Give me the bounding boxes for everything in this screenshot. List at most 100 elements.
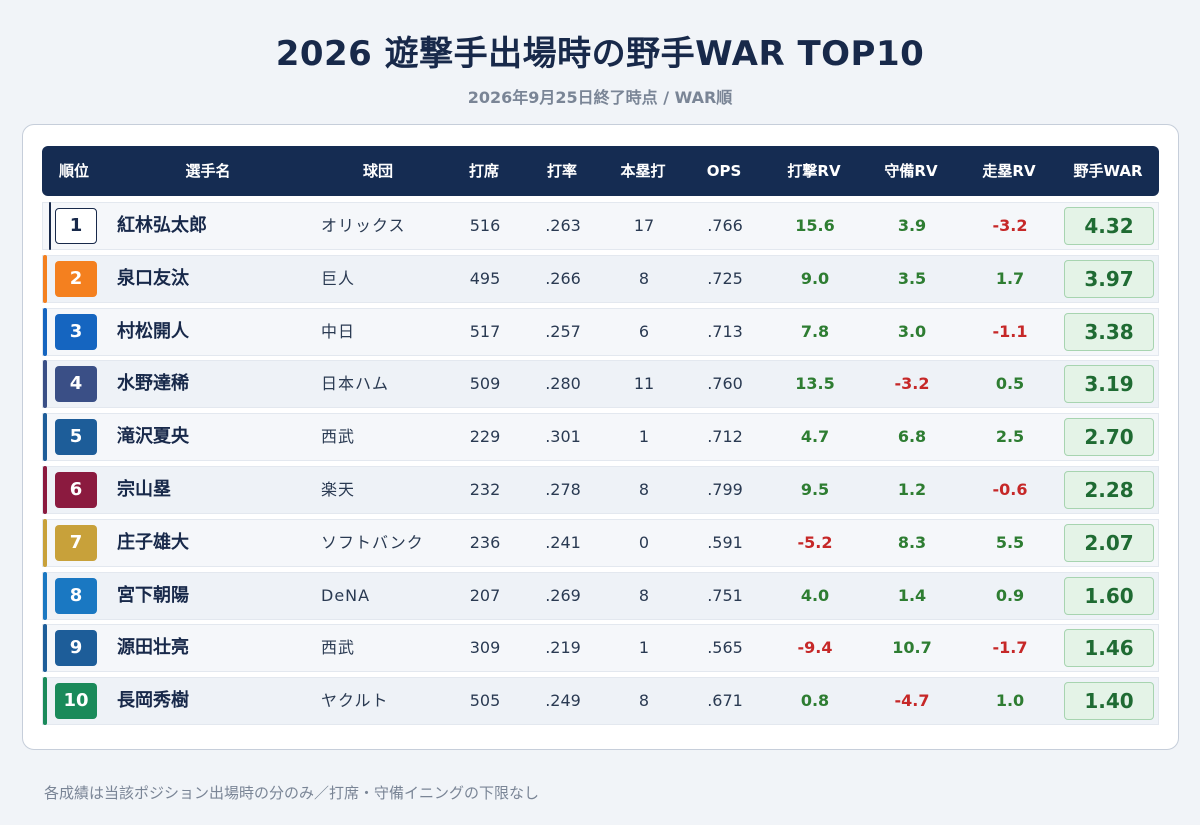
pa-value: 229 [469, 427, 501, 447]
team-color-bar [43, 254, 47, 303]
team-name: 中日 [321, 321, 356, 341]
team-name: 楽天 [321, 480, 356, 499]
bat-rv-value: -5.2 [797, 532, 833, 552]
pa-value: 207 [469, 585, 501, 605]
hr-value: 11 [633, 374, 655, 394]
page-subtitle: 2026年9月25日終了時点 / WAR順 [467, 88, 733, 107]
table-row[interactable]: 6 宗山塁 楽天 232 .278 8 .799 9.5 1.2 -0.6 2.28 [42, 466, 1159, 514]
def-rv-value: -4.7 [894, 691, 930, 711]
pa-value: 495 [469, 268, 501, 288]
ops-value: .725 [707, 268, 743, 288]
header-run-rv[interactable]: 走塁RV [982, 162, 1036, 180]
team-name: 日本ハム [321, 374, 390, 394]
table-row[interactable]: 1 紅林弘太郎 オリックス 516 .263 17 .766 15.6 3.9 -3.2 4.32 [42, 202, 1159, 250]
team-color-bar [43, 466, 47, 514]
war-value: 3.19 [1064, 365, 1154, 404]
hr-value: 8 [638, 480, 650, 499]
avg-value: .257 [545, 321, 581, 341]
run-rv-value: 0.5 [995, 374, 1025, 394]
team-name: 巨人 [321, 268, 356, 288]
war-value: 2.28 [1064, 471, 1154, 509]
table-row[interactable]: 5 滝沢夏央 西武 229 .301 1 .712 4.7 6.8 2.5 2.70 [42, 413, 1159, 462]
hr-value: 6 [638, 321, 650, 341]
def-rv-value: 1.4 [897, 585, 927, 605]
header-avg[interactable]: 打率 [546, 162, 577, 180]
def-rv-value: 6.8 [897, 427, 927, 447]
table-row[interactable]: 10 長岡秀樹 ヤクルト 505 .249 8 .671 0.8 -4.7 1.0 1.40 [42, 677, 1159, 726]
header-def-rv[interactable]: 守備RV [884, 162, 938, 180]
header-war[interactable]: 野手WAR [1073, 162, 1143, 180]
team-color-bar [43, 624, 47, 673]
header-hr[interactable]: 本塁打 [620, 162, 666, 180]
table-row[interactable]: 3 村松開人 中日 517 .257 6 .713 7.8 3.0 -1.1 3.38 [42, 307, 1159, 356]
war-value: 1.46 [1064, 629, 1154, 668]
hr-value: 8 [638, 691, 650, 711]
page-title: 2026 遊撃手出場時の野手WAR TOP10 [275, 34, 925, 74]
def-rv-value: 1.2 [897, 480, 927, 499]
rank-badge: 9 [55, 630, 97, 667]
ops-value: .713 [707, 321, 743, 341]
team-name: オリックス [321, 216, 406, 235]
pa-value: 232 [469, 480, 501, 499]
hr-value: 1 [638, 427, 650, 447]
table-row[interactable]: 4 水野達稀 日本ハム 509 .280 11 .760 13.5 -3.2 0.5 3.19 [42, 360, 1159, 409]
pa-value: 509 [469, 374, 501, 394]
team-name: 西武 [321, 638, 356, 658]
bat-rv-value: 7.8 [800, 321, 830, 341]
avg-value: .280 [545, 374, 581, 394]
footnote: 各成績は当該ポジション出場時の分のみ／打席・守備イニングの下限なし [44, 784, 540, 802]
player-name: 泉口友汰 [117, 267, 189, 289]
war-value: 2.07 [1064, 523, 1154, 562]
table-header: 順位 選手名 球団 打席 打率 本塁打 OPS 打撃RV 守備RV 走塁RV 野… [42, 146, 1159, 196]
table-row[interactable]: 2 泉口友汰 巨人 495 .266 8 .725 9.0 3.5 1.7 3.97 [42, 254, 1159, 303]
bat-rv-value: 15.6 [795, 216, 835, 235]
table-row[interactable]: 9 源田壮亮 西武 309 .219 1 .565 -9.4 10.7 -1.7 1.46 [42, 624, 1159, 673]
player-name: 村松開人 [117, 320, 189, 342]
hr-value: 8 [638, 585, 650, 605]
ops-value: .751 [707, 585, 743, 605]
player-name: 滝沢夏央 [117, 426, 189, 448]
run-rv-value: 1.7 [995, 268, 1025, 288]
run-rv-value: -1.1 [992, 321, 1028, 341]
run-rv-value: -1.7 [992, 638, 1028, 658]
rank-badge: 6 [55, 472, 97, 508]
team-color-bar [43, 518, 47, 567]
avg-value: .269 [545, 585, 581, 605]
team-name: 西武 [321, 427, 356, 447]
header-bat-rv[interactable]: 打撃RV [787, 162, 841, 180]
header-name[interactable]: 選手名 [185, 162, 231, 180]
team-color-bar [43, 413, 47, 462]
rank-badge: 10 [55, 683, 97, 720]
rank-badge: 1 [55, 208, 97, 244]
war-value: 3.97 [1064, 259, 1154, 298]
avg-value: .249 [545, 691, 581, 711]
ops-value: .760 [707, 374, 743, 394]
run-rv-value: 1.0 [995, 691, 1025, 711]
header-ops[interactable]: OPS [706, 162, 742, 180]
war-value: 1.60 [1064, 576, 1154, 615]
pa-value: 516 [469, 216, 501, 235]
header-rank[interactable]: 順位 [58, 162, 89, 180]
rank-badge: 4 [55, 366, 97, 403]
bat-rv-value: 0.8 [800, 691, 830, 711]
player-name: 紅林弘太郎 [117, 215, 207, 236]
team-color-bar [43, 677, 47, 726]
run-rv-value: 2.5 [995, 427, 1025, 447]
header-team[interactable]: 球団 [362, 162, 393, 180]
bat-rv-value: 4.0 [800, 585, 830, 605]
def-rv-value: 8.3 [897, 532, 927, 552]
table-row[interactable]: 8 宮下朝陽 DeNA 207 .269 8 .751 4.0 1.4 0.9 1.60 [42, 571, 1159, 620]
bat-rv-value: 13.5 [795, 374, 835, 394]
header-pa[interactable]: 打席 [468, 162, 499, 180]
rank-badge: 5 [55, 419, 97, 456]
table-row[interactable]: 7 庄子雄大 ソフトバンク 236 .241 0 .591 -5.2 8.3 5.5 2.07 [42, 518, 1159, 567]
pa-value: 236 [469, 532, 501, 552]
def-rv-value: 3.0 [897, 321, 927, 341]
war-value: 2.70 [1064, 418, 1154, 457]
rank-badge: 7 [55, 524, 97, 561]
run-rv-value: 0.9 [995, 585, 1025, 605]
war-value: 4.32 [1064, 207, 1154, 245]
def-rv-value: 3.5 [897, 268, 927, 288]
ops-value: .712 [707, 427, 743, 447]
hr-value: 17 [633, 216, 655, 235]
